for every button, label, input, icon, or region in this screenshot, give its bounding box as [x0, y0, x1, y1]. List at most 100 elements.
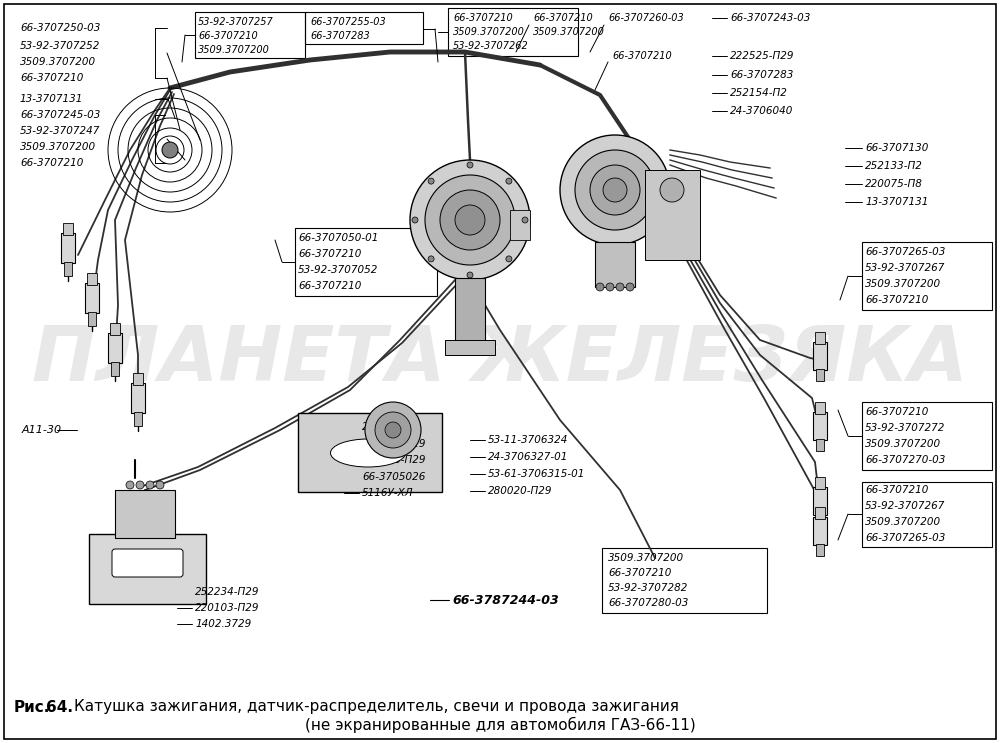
Text: 53-92-3707257: 53-92-3707257: [198, 17, 274, 27]
Circle shape: [136, 481, 144, 489]
Circle shape: [575, 150, 655, 230]
Circle shape: [603, 178, 627, 202]
Circle shape: [596, 283, 604, 291]
Bar: [645, 170, 700, 260]
Bar: [815, 402, 825, 414]
Circle shape: [410, 160, 530, 280]
Text: 252234-П29: 252234-П29: [195, 587, 260, 597]
Circle shape: [467, 272, 473, 278]
Bar: [295, 228, 437, 296]
Bar: [813, 517, 827, 545]
Text: 66-3707210: 66-3707210: [298, 249, 361, 259]
Bar: [816, 369, 824, 381]
Text: 3509.3707200: 3509.3707200: [533, 27, 605, 37]
Circle shape: [616, 283, 624, 291]
Text: 66-3707210: 66-3707210: [612, 51, 672, 61]
Text: 66-3707210: 66-3707210: [608, 568, 671, 578]
Text: 66-3707283: 66-3707283: [310, 31, 370, 41]
Bar: [510, 210, 530, 240]
Circle shape: [467, 162, 473, 168]
Text: 66-3707280-03: 66-3707280-03: [608, 598, 688, 608]
Text: 13-3707131: 13-3707131: [20, 94, 83, 104]
Text: 66-3707210: 66-3707210: [20, 158, 83, 168]
Circle shape: [660, 178, 684, 202]
Bar: [85, 283, 99, 313]
Text: Катушка зажигания, датчик-распределитель, свечи и провода зажигания: Катушка зажигания, датчик-распределитель…: [74, 699, 679, 715]
Circle shape: [506, 178, 512, 184]
Circle shape: [375, 412, 411, 448]
Text: 66-3707255-03: 66-3707255-03: [310, 17, 386, 27]
Text: 3509.3707200: 3509.3707200: [453, 27, 525, 37]
Bar: [195, 12, 305, 58]
Circle shape: [385, 422, 401, 438]
Text: 66-3707210: 66-3707210: [865, 485, 928, 495]
Bar: [115, 490, 175, 538]
Text: 66-3707210: 66-3707210: [20, 73, 83, 83]
Text: 66-3707243-03: 66-3707243-03: [730, 13, 810, 23]
Text: 66-3707270-03: 66-3707270-03: [865, 455, 945, 465]
Text: 5116У-ХЛ: 5116У-ХЛ: [362, 488, 414, 498]
Circle shape: [560, 135, 670, 245]
Text: 66-3707210: 66-3707210: [453, 13, 513, 23]
Text: 53-92-3707267: 53-92-3707267: [865, 263, 945, 273]
Circle shape: [425, 175, 515, 265]
Bar: [862, 402, 992, 470]
Bar: [61, 233, 75, 263]
Circle shape: [440, 190, 500, 250]
Bar: [134, 412, 142, 426]
Text: 252154-П2: 252154-П2: [730, 88, 788, 98]
Bar: [813, 342, 827, 370]
Circle shape: [156, 481, 164, 489]
Bar: [815, 477, 825, 489]
Text: 53-61-3706315-01: 53-61-3706315-01: [488, 469, 585, 479]
Circle shape: [365, 402, 421, 458]
Text: 53-92-3707252: 53-92-3707252: [20, 41, 100, 51]
Text: 3509.3707200: 3509.3707200: [608, 553, 684, 563]
Text: 53-92-3707282: 53-92-3707282: [608, 583, 688, 593]
Text: 66-3707130: 66-3707130: [865, 143, 928, 153]
Text: 64.: 64.: [46, 699, 73, 715]
FancyBboxPatch shape: [298, 413, 442, 492]
Text: 53-92-3707262: 53-92-3707262: [453, 41, 529, 51]
Text: 13-3707131: 13-3707131: [865, 197, 928, 207]
Circle shape: [506, 256, 512, 262]
Circle shape: [162, 142, 178, 158]
Text: 24-3706040: 24-3706040: [730, 106, 793, 116]
Text: 24-3706327-01: 24-3706327-01: [488, 452, 568, 462]
Text: 3509.3707200: 3509.3707200: [20, 142, 96, 152]
Bar: [87, 273, 97, 285]
Bar: [815, 507, 825, 519]
Circle shape: [590, 165, 640, 215]
Circle shape: [626, 283, 634, 291]
Bar: [602, 548, 767, 613]
Text: 66-3707210: 66-3707210: [533, 13, 593, 23]
Circle shape: [126, 481, 134, 489]
Text: 66-3707245-03: 66-3707245-03: [20, 110, 100, 120]
Text: 3509.3707200: 3509.3707200: [198, 45, 270, 55]
Bar: [64, 262, 72, 276]
Bar: [88, 312, 96, 326]
Text: 53-92-3707272: 53-92-3707272: [865, 423, 945, 433]
Bar: [816, 439, 824, 451]
Text: 220075-П8: 220075-П8: [865, 179, 923, 189]
Text: 2402.3706: 2402.3706: [362, 422, 418, 432]
Bar: [813, 412, 827, 440]
Bar: [133, 373, 143, 385]
Bar: [816, 544, 824, 556]
Bar: [448, 8, 578, 56]
FancyBboxPatch shape: [112, 549, 183, 577]
Text: 1402.3729: 1402.3729: [195, 619, 251, 629]
Bar: [813, 487, 827, 515]
Bar: [815, 332, 825, 344]
Text: 66-3707265-03: 66-3707265-03: [865, 533, 945, 543]
FancyBboxPatch shape: [89, 534, 206, 604]
Bar: [862, 242, 992, 310]
Text: 293228-П29: 293228-П29: [362, 455, 426, 465]
Text: 3509.3707200: 3509.3707200: [865, 439, 941, 449]
Bar: [131, 383, 145, 413]
Text: 66-3707050-01: 66-3707050-01: [298, 233, 378, 243]
Text: 280020-П29: 280020-П29: [488, 486, 552, 496]
Text: 53-11-3706324: 53-11-3706324: [488, 435, 568, 445]
Bar: [110, 323, 120, 335]
Bar: [455, 278, 485, 348]
